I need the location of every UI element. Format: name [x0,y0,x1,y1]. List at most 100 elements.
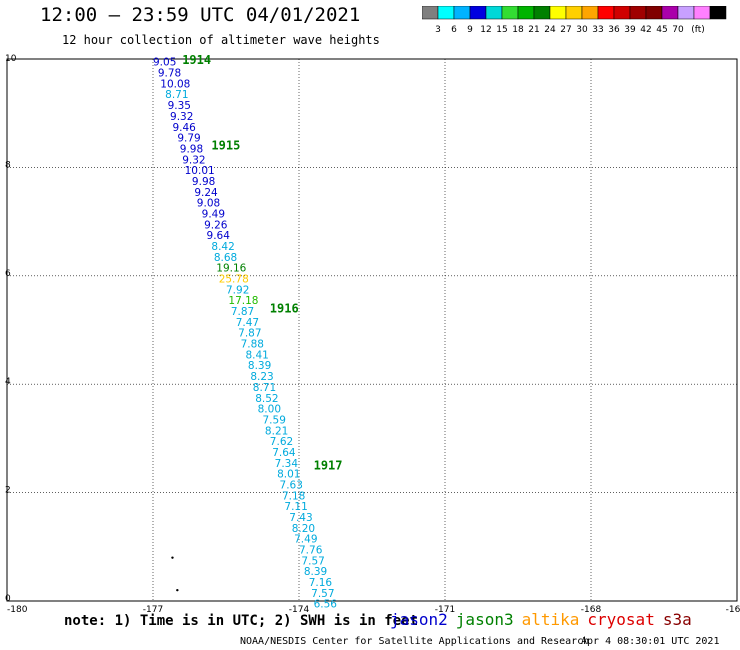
legend-label: 18 [512,25,524,35]
wave-height-label: 9.32 [182,154,205,166]
wave-height-label: 8.39 [248,360,271,372]
generated-timestamp: Apr 4 08:30:01 UTC 2021 [581,636,720,647]
wave-height-label: 8.00 [258,404,281,416]
wave-height-label: 8.20 [292,523,315,535]
legend-label: 42 [640,25,651,35]
y-tick-label: 0 [5,594,11,604]
time-label: 1914 [182,53,211,67]
wave-height-label: 7.11 [284,501,307,513]
wave-height-label: 9.64 [207,230,231,242]
legend-label: 12 [480,25,491,35]
wave-height-label: 7.63 [280,479,303,491]
wave-height-label: 9.79 [177,133,200,145]
wave-height-label: 9.98 [180,143,203,155]
legend-label: 45 [656,25,667,35]
wave-height-label: 8.21 [265,425,288,437]
wave-height-label: 9.08 [197,198,220,210]
wave-height-label: 10.08 [160,78,190,90]
time-label: 1915 [211,139,240,153]
legend-label: 36 [608,25,620,35]
wave-height-label: 19.16 [216,263,246,275]
wave-height-label: 7.57 [311,588,334,600]
wave-height-label: 7.43 [289,512,312,524]
color-scale-legend: 3 6 9 12 15 18 21 24 27 30 33 36 39 42 45 70 (ft) [422,6,727,35]
satellite-legend: jason2 jason3 altika cryosat s3a [390,610,700,629]
y-tick-label: 10 [5,54,17,64]
plot-frame [6,58,738,602]
wave-height-label: 9.24 [194,187,218,199]
legend-label: 70 [672,25,684,35]
legend-label: 30 [576,25,588,35]
y-tick-label: 2 [5,486,11,496]
wave-height-label: 7.87 [231,306,254,318]
chart-title: 12:00 – 23:59 UTC 04/01/2021 [40,4,361,26]
x-tick-label: -174 [289,605,310,615]
legend-label: 39 [624,25,636,35]
wave-height-label: 9.49 [202,208,225,220]
observation-dot [176,588,179,592]
satellite-label-jason3: jason3 [455,610,514,629]
wave-height-label: 25.78 [219,274,249,286]
x-tick-label: -16 [726,605,740,615]
wave-height-label: 9.32 [170,111,193,123]
wave-height-label: 7.59 [263,414,286,426]
wave-height-label: 8.71 [165,89,188,101]
legend-label: 9 [467,25,473,35]
observation-dot [171,556,174,559]
legend-label: 27 [560,25,571,35]
time-label: 1916 [270,301,299,315]
wave-height-label: 7.64 [272,447,296,459]
time-label: 1917 [314,459,343,473]
wave-height-label: 9.46 [172,122,196,134]
wave-height-label: 7.87 [238,328,261,340]
satellite-label-cryosat: cryosat [587,610,655,629]
wave-height-label: 8.01 [277,469,300,481]
wave-height-label: 6.56 [314,599,338,611]
footnote: note: 1) Time is in UTC; 2) SWH is in fe… [64,613,419,629]
legend-label: 24 [544,25,556,35]
legend-label: 15 [496,25,507,35]
x-tick-label: -180 [7,605,28,615]
wave-height-label: 9.98 [192,176,215,188]
wave-height-label: 7.49 [294,534,317,546]
wave-height-label: 8.39 [304,566,327,578]
y-tick-label: 6 [5,269,11,279]
legend-swatch [709,6,727,20]
wave-height-label: 8.52 [255,393,278,405]
legend-label: 33 [592,25,603,35]
y-tick-label: 8 [5,160,11,170]
wave-height-label: 8.41 [245,349,268,361]
wave-height-label: 10.01 [185,165,215,177]
wave-height-label: 7.16 [309,577,333,589]
wave-height-label: 17.18 [228,295,258,307]
x-tick-label: -177 [143,605,163,615]
wave-height-label: 7.76 [299,545,323,557]
legend-label: 3 [435,25,441,35]
credit-line: NOAA/NESDIS Center for Satellite Applica… [240,636,590,647]
x-tick-label: -168 [581,605,602,615]
legend-label: (ft) [691,25,705,35]
wave-height-label: 7.47 [236,317,259,329]
satellite-label-jason2: jason2 [390,610,448,629]
wave-height-label: 7.88 [241,339,264,351]
wave-height-label: 8.71 [253,382,276,394]
wave-height-label: 8.68 [214,252,237,264]
wave-height-label: 8.23 [250,371,273,383]
wave-height-label: 7.62 [270,436,293,448]
chart-subtitle: 12 hour collection of altimeter wave hei… [62,33,380,47]
wave-height-label: 7.18 [282,490,305,502]
wave-height-label: 9.78 [158,68,181,80]
wave-height-label: 9.35 [168,100,191,112]
wave-height-label: 9.05 [153,57,176,69]
x-tick-label: -171 [435,605,455,615]
satellite-label-s3a: s3a [662,610,692,629]
legend-label: 21 [528,25,539,35]
wave-height-label: 9.26 [204,219,228,231]
wave-height-label: 7.92 [226,284,249,296]
satellite-label-altika: altika [521,610,580,629]
wave-height-label: 8.42 [211,241,234,253]
legend-label: 6 [451,25,457,35]
wave-height-label: 7.57 [301,555,324,567]
